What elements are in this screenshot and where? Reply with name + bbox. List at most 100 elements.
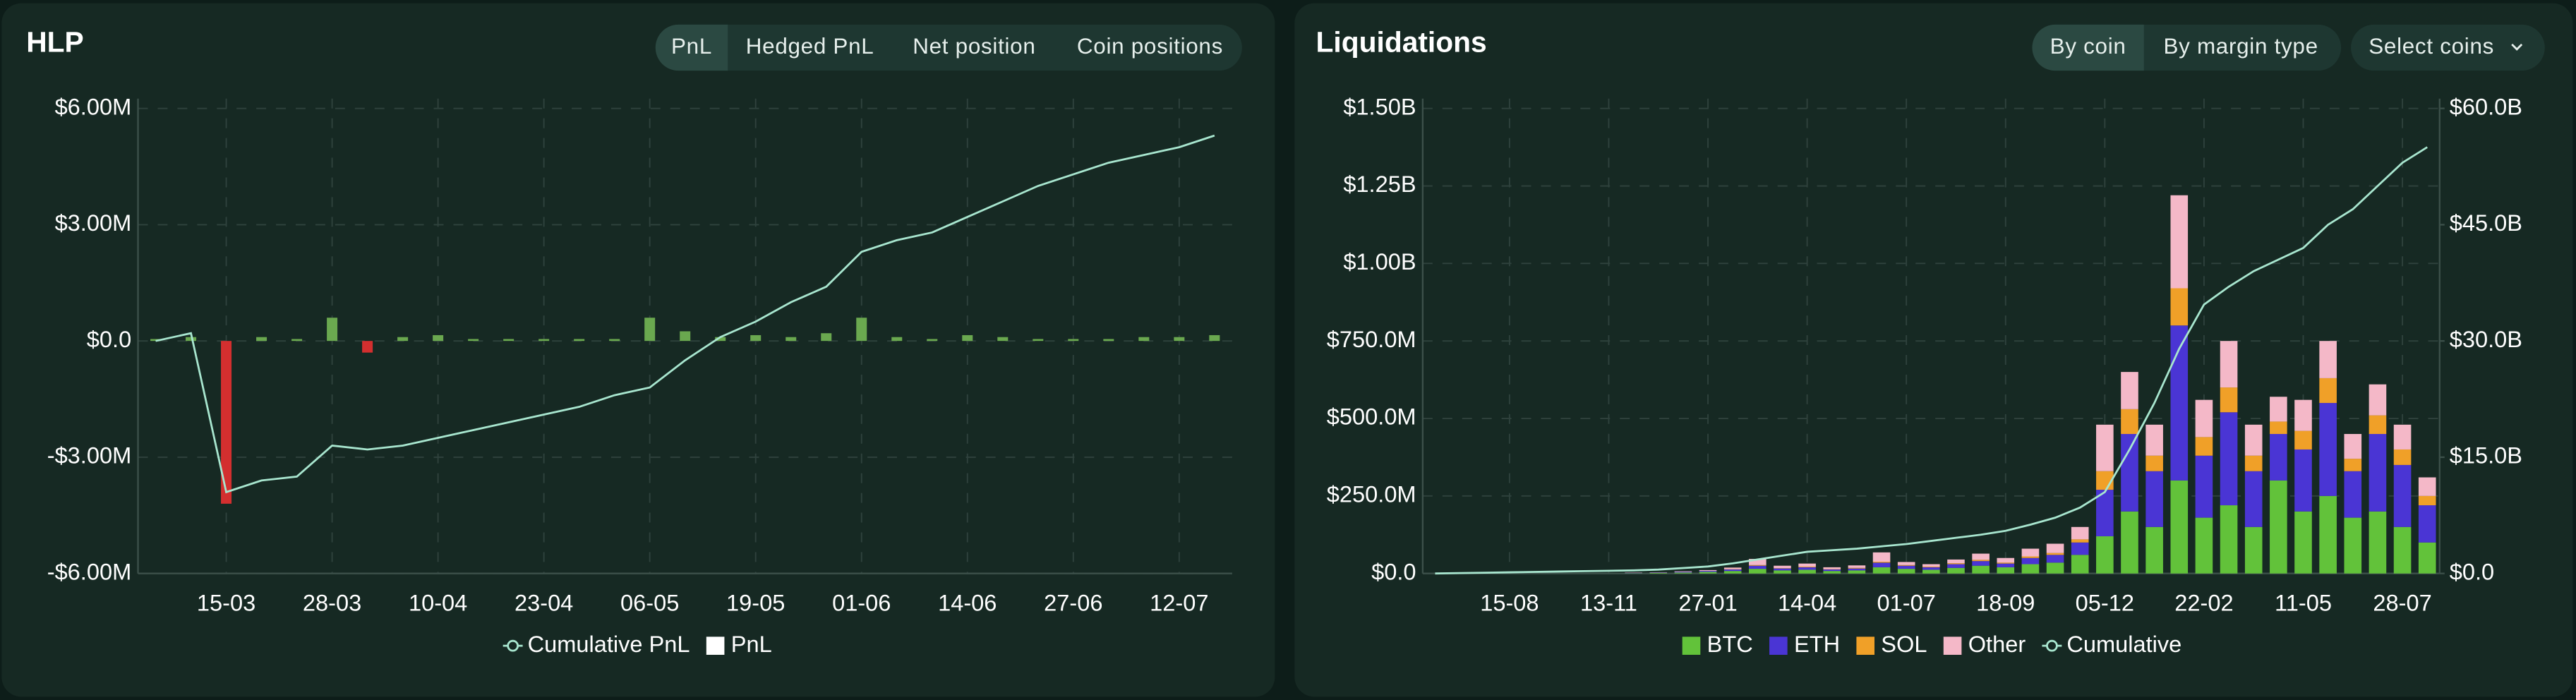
tab-button[interactable]: By margin type <box>2163 34 2318 59</box>
bar <box>1798 567 1816 570</box>
bar <box>2393 424 2412 449</box>
bar <box>2319 403 2337 496</box>
y-tick-label: $1.00B <box>1343 248 1416 274</box>
bar <box>644 318 656 342</box>
x-tick-label: 13-11 <box>1580 590 1637 616</box>
tab-active-bg[interactable] <box>2032 24 2144 71</box>
bar <box>2393 449 2412 465</box>
x-tick-label: 23-04 <box>514 590 573 616</box>
bar <box>256 337 267 342</box>
bar <box>2121 511 2138 574</box>
x-tick-label: 06-05 <box>620 590 679 616</box>
tab-label[interactable]: Net position <box>913 34 1035 59</box>
bar <box>2344 471 2362 518</box>
y2-tick-label: $30.0B <box>2450 326 2522 352</box>
x-tick-label: 05-12 <box>2076 590 2134 616</box>
tab-label[interactable]: Coin positions <box>1077 34 1223 59</box>
bar <box>2369 384 2387 416</box>
bar <box>433 334 444 342</box>
bar <box>715 337 726 342</box>
bar <box>1997 567 2015 574</box>
legend-label: ETH <box>1794 631 1840 657</box>
tab-button[interactable]: Hedged PnL <box>746 34 874 59</box>
bar <box>1749 559 1767 565</box>
bar <box>2344 459 2362 471</box>
legend-label: Other <box>1968 631 2026 657</box>
bar <box>2170 195 2189 289</box>
bar <box>2145 526 2163 574</box>
bar <box>1848 570 1866 574</box>
x-tick-label: 01-06 <box>832 590 891 616</box>
chevron-icon[interactable] <box>2511 43 2523 51</box>
legend-icon <box>507 639 519 652</box>
bar <box>397 337 409 342</box>
x-tick-label: 19-05 <box>726 590 785 616</box>
x-tick-label: 28-03 <box>303 590 361 616</box>
y2-tick-label: $15.0B <box>2450 442 2522 469</box>
legend-label: SOL <box>1881 631 1927 657</box>
bar <box>1997 562 2015 564</box>
tab-active-bg[interactable] <box>655 24 728 71</box>
legend-icon <box>1682 636 1701 655</box>
bar <box>2393 526 2412 574</box>
x-tick-label: 28-07 <box>2373 590 2431 616</box>
bar <box>2270 480 2287 574</box>
bar <box>2418 542 2436 574</box>
bar <box>2046 553 2064 555</box>
bar <box>2244 424 2263 456</box>
y-tick-label: $1.25B <box>1343 171 1416 197</box>
x-tick-label: 11-05 <box>2275 590 2332 616</box>
bar <box>1749 565 1767 569</box>
tab-label[interactable]: PnL <box>671 34 712 59</box>
bar <box>2393 464 2412 527</box>
bar <box>2121 433 2138 512</box>
bar <box>609 339 620 342</box>
y2-tick-label: $60.0B <box>2450 93 2522 119</box>
line <box>155 134 1215 494</box>
bar <box>1897 565 1915 569</box>
bar <box>1997 557 2015 563</box>
tab-label[interactable]: By coin <box>2050 34 2126 59</box>
tab-label[interactable]: By margin type <box>2163 34 2318 59</box>
x-tick-label: 14-06 <box>938 590 997 616</box>
tab-button[interactable]: PnL <box>655 24 728 71</box>
bar <box>1823 569 1841 572</box>
bar <box>2418 505 2436 543</box>
bar <box>1972 561 1990 566</box>
bar <box>1033 339 1044 342</box>
bar <box>2294 399 2312 431</box>
tab-button[interactable]: Net position <box>913 34 1035 59</box>
select-bg[interactable] <box>2351 24 2545 71</box>
bar <box>1823 567 1841 569</box>
x-tick-label: 10-04 <box>409 590 467 616</box>
select-label[interactable]: Select coins <box>2369 34 2494 59</box>
tab-button[interactable]: Coin positions <box>1077 34 1223 59</box>
bar <box>1947 564 1965 568</box>
bar <box>1103 339 1114 342</box>
bar <box>2319 341 2337 378</box>
tab-button[interactable]: By coin <box>2032 24 2144 71</box>
tab-label[interactable]: Hedged PnL <box>746 34 874 59</box>
bar <box>1848 567 1866 569</box>
bar <box>2244 526 2263 574</box>
bar <box>1774 565 1791 569</box>
y-tick-label: -$3.00M <box>47 442 131 469</box>
bar <box>2344 433 2362 459</box>
bar <box>2195 455 2213 518</box>
legend-icon <box>1769 636 1788 655</box>
bar <box>2046 555 2064 563</box>
legend-icon <box>706 636 725 655</box>
panel-title: Liquidations <box>1316 26 1487 59</box>
select-button[interactable]: Select coins <box>2351 24 2545 71</box>
bar <box>1947 563 1965 565</box>
bar <box>2220 505 2238 574</box>
bar <box>1947 559 1965 564</box>
y-tick-label: $0.0 <box>87 326 131 352</box>
bar <box>2021 548 2040 557</box>
bar <box>1947 567 1965 574</box>
bar <box>1972 565 1990 574</box>
bar <box>2244 471 2263 527</box>
y-tick-label: $3.00M <box>55 210 132 236</box>
